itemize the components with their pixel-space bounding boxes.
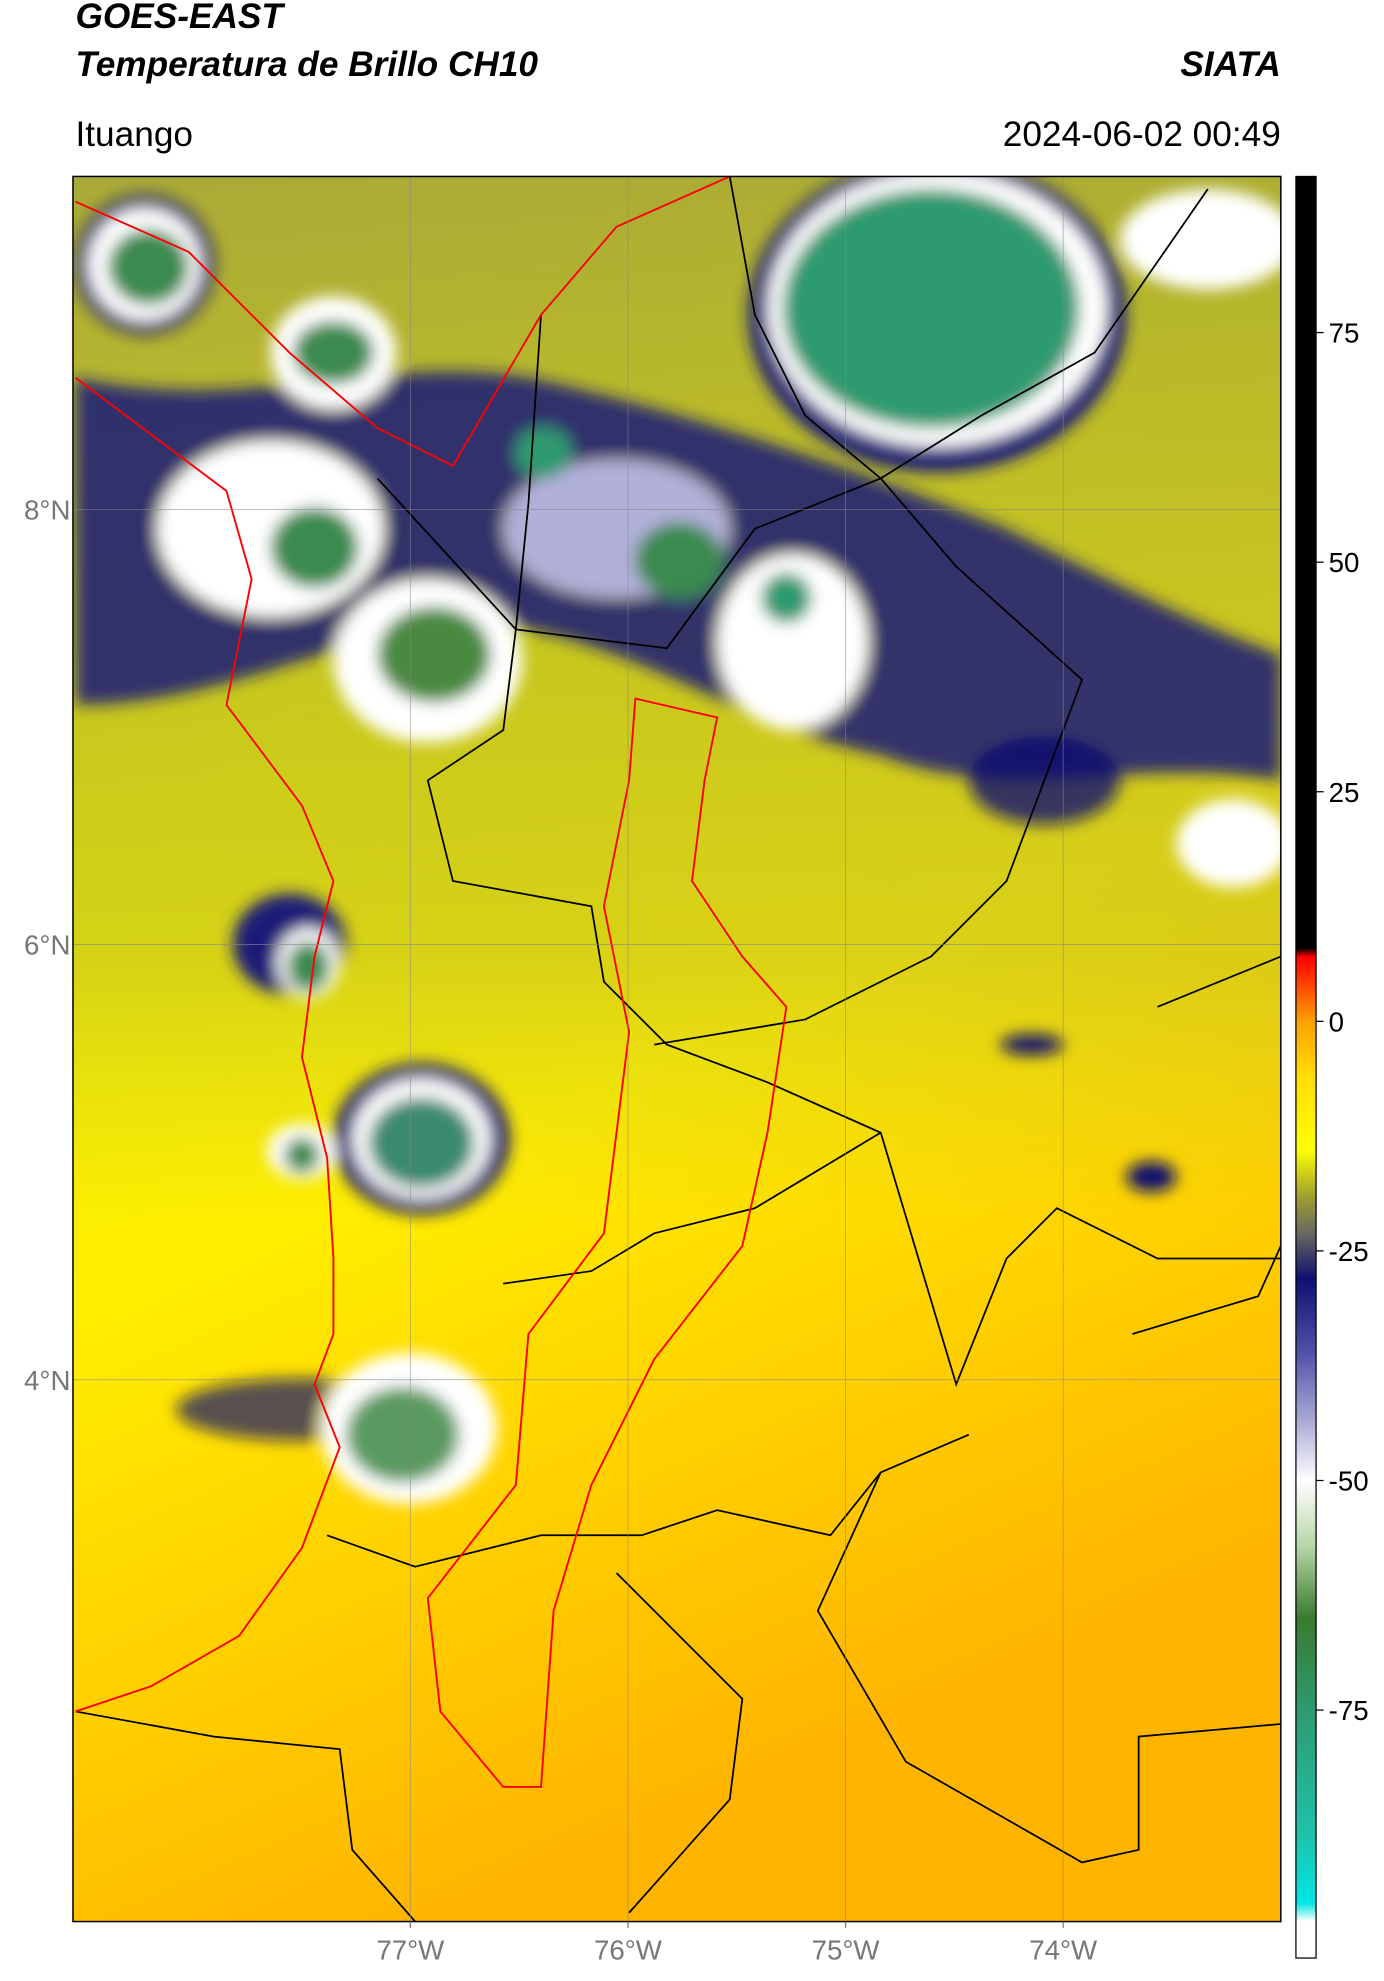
grid: [72, 176, 1281, 1922]
colorbar-tick-label: 75: [1329, 318, 1360, 349]
subtitle: Temperatura de Brillo CH10: [75, 45, 538, 84]
colorbar-tick-label: -75: [1329, 1695, 1369, 1726]
borders-black: [75, 176, 1281, 1922]
colorbar: [1295, 175, 1317, 1959]
location: Ituango: [75, 115, 193, 154]
clouds: [75, 176, 1281, 1504]
y-tick-label: 6°N: [24, 930, 70, 961]
colorbar-tick-label: 50: [1329, 547, 1360, 578]
datetime: 2024-06-02 00:49: [1003, 115, 1281, 154]
colorbar-tick-label: 0: [1329, 1006, 1344, 1037]
y-tick-label: 8°N: [24, 494, 70, 525]
colorbar-tick-label: -50: [1329, 1466, 1369, 1497]
map-frame: [72, 175, 1282, 1923]
x-tick-label: 74°W: [1029, 1934, 1098, 1965]
x-tick-label: 76°W: [594, 1934, 663, 1965]
source: SIATA: [1180, 45, 1280, 84]
borders-red: [74, 176, 788, 1788]
x-tick-label: 77°W: [376, 1934, 445, 1965]
y-tick-label: 4°N: [24, 1365, 70, 1396]
title: GOES-EAST: [75, 0, 285, 36]
map-image: [72, 176, 1281, 1922]
x-tick-label: 75°W: [812, 1934, 881, 1965]
colorbar-tick-label: 25: [1329, 777, 1360, 808]
colorbar-tick-label: -25: [1329, 1236, 1369, 1267]
